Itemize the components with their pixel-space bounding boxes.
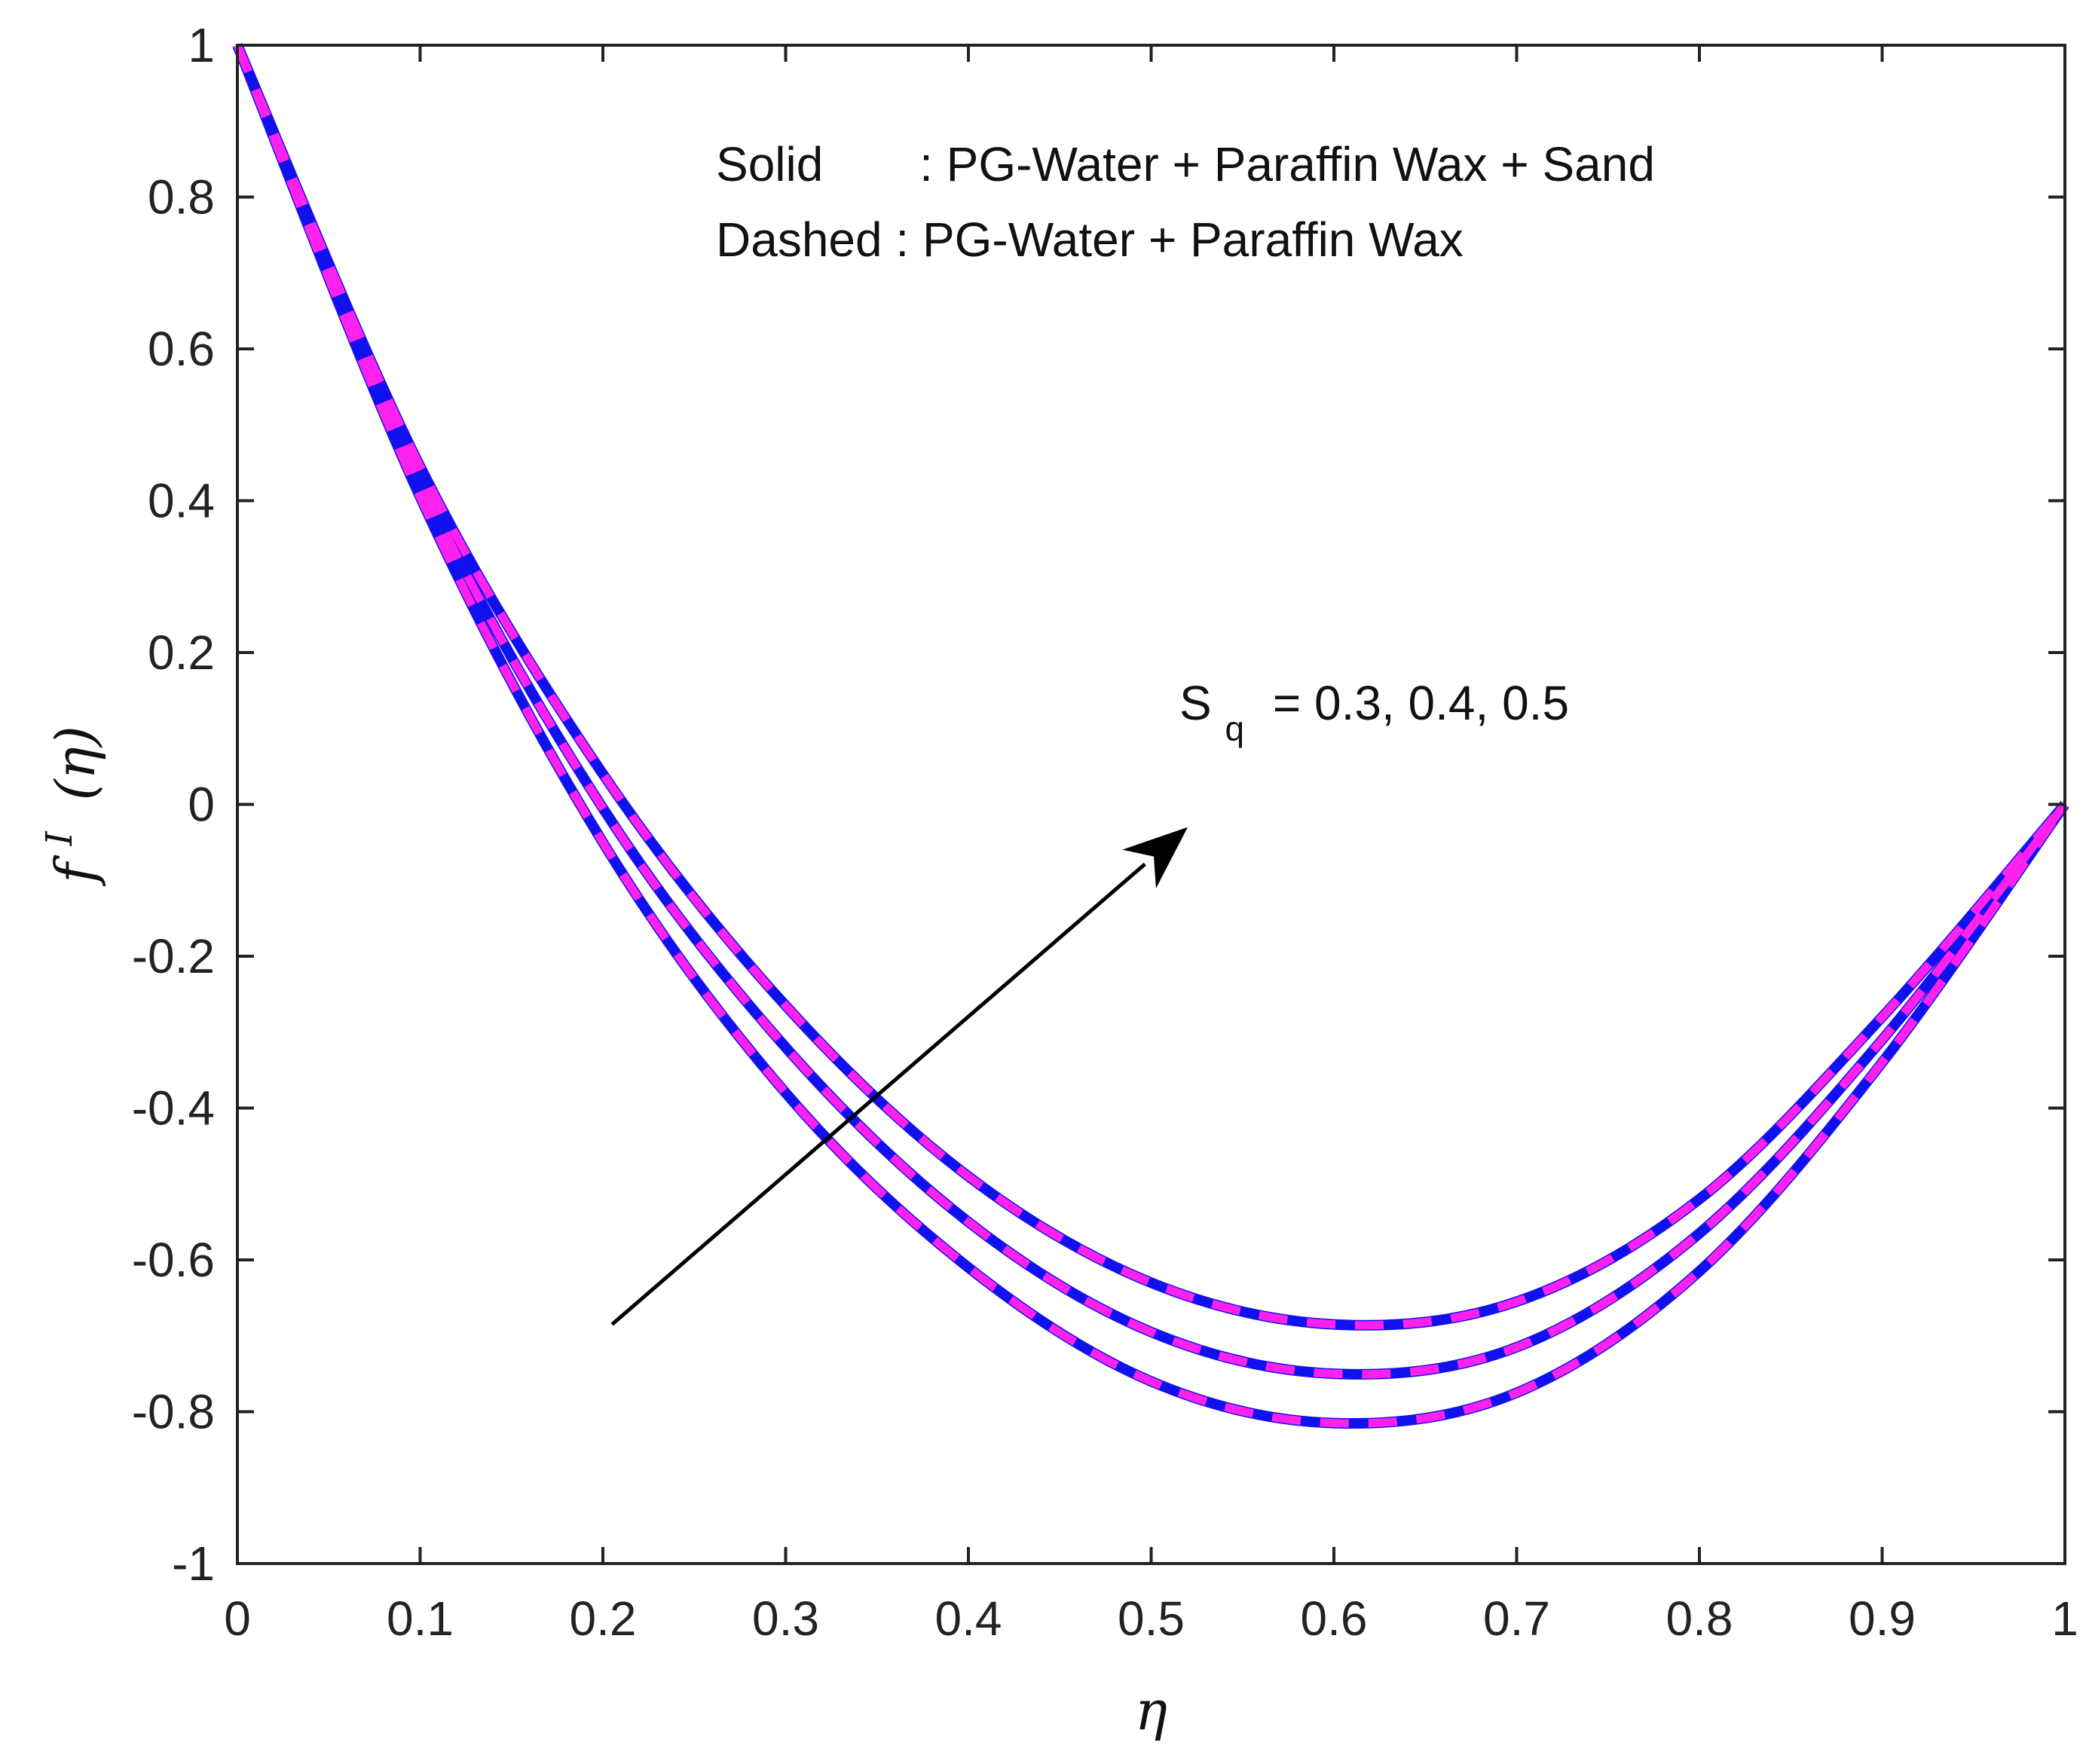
x-tick-label: 0.5 xyxy=(1118,1591,1185,1646)
legend-dashed-entry: Dashed : PG-Water + Paraffin Wax xyxy=(716,212,1464,267)
legend-solid-entry: Solid : PG-Water + Paraffin Wax + Sand xyxy=(716,137,1655,191)
y-axis-title-base: f xyxy=(44,854,107,887)
x-tick-label: 0.3 xyxy=(752,1591,819,1646)
y-axis-title-superscript: I xyxy=(38,830,81,846)
ticks-layer: 0 0.1 0.2 0.3 0.4 0.5 0.6 0.7 0.8 0.9 1 -1 -0.8 -0.6 -… xyxy=(132,18,2078,1646)
y-tick-label: -1 xyxy=(172,1536,215,1591)
x-tick-label: 0 xyxy=(224,1591,251,1646)
plot-frame xyxy=(236,44,2066,1565)
y-tick-label: -0.8 xyxy=(132,1385,215,1439)
legend-solid-separator: : xyxy=(919,137,933,191)
y-tick-label: -0.2 xyxy=(132,929,215,983)
x-tick-label: 0.7 xyxy=(1483,1591,1550,1646)
series-line-dashed-4 xyxy=(233,43,2069,1379)
x-axis-title: η xyxy=(1135,1679,1167,1742)
x-tick-label: 1 xyxy=(2051,1591,2078,1646)
y-tick-label: -0.4 xyxy=(132,1081,215,1136)
y-tick-label: 0.4 xyxy=(148,474,215,528)
x-tick-label: 0.8 xyxy=(1666,1591,1733,1646)
x-tick-label: 0.9 xyxy=(1849,1591,1916,1646)
y-tick-label: 1 xyxy=(188,18,215,72)
y-tick-label: 0.2 xyxy=(148,625,215,680)
sq-arrow-head xyxy=(1122,827,1188,889)
series-layer xyxy=(232,43,2069,1429)
x-tick-label: 0.6 xyxy=(1301,1591,1368,1646)
y-tick-label: 0 xyxy=(188,778,215,832)
y-axis-title: f I (η) xyxy=(21,726,107,887)
y-tick-label: 0.6 xyxy=(148,322,215,376)
legend-dashed-style: Dashed xyxy=(716,212,882,267)
legend-dashed-separator: : xyxy=(895,212,909,267)
legend-solid-description: PG-Water + Paraffin Wax + Sand xyxy=(947,137,1655,191)
series-line-solid-0 xyxy=(232,43,2069,1429)
x-tick-label: 0.1 xyxy=(387,1591,454,1646)
x-tick-label: 0.4 xyxy=(935,1591,1002,1646)
y-tick-label: 0.8 xyxy=(148,170,215,225)
legend-dashed-description: PG-Water + Paraffin Wax xyxy=(922,212,1464,267)
x-tick-label: 0.2 xyxy=(570,1591,637,1646)
sq-arrow-line xyxy=(610,862,1146,1326)
legend-solid-style: Solid xyxy=(716,137,823,191)
series-line-dashed-5 xyxy=(233,43,2069,1330)
y-axis-title-argument: (η) xyxy=(44,726,107,800)
sq-values: = 0.3, 0.4, 0.5 xyxy=(1273,676,1569,730)
y-tick-label: -0.6 xyxy=(132,1233,215,1287)
sq-subscript: q xyxy=(1225,709,1244,748)
sq-annotation: S q = 0.3, 0.4, 0.5 xyxy=(1179,676,1569,751)
sq-symbol: S xyxy=(1179,676,1212,730)
